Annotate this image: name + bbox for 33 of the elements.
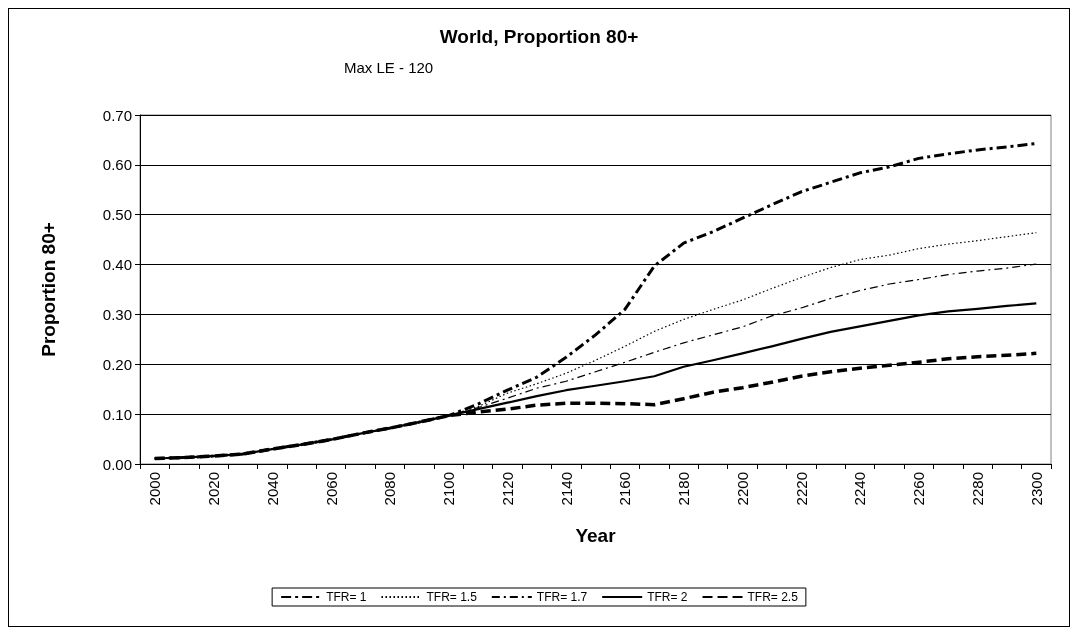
x-tick-label: 2140 (557, 472, 575, 506)
x-tick-label: 2180 (675, 472, 693, 506)
legend-label: TFR= 1.5 (426, 590, 478, 604)
y-tick-label: 0.50 (102, 206, 132, 224)
legend-label: TFR= 2.5 (747, 590, 799, 604)
y-tick-label: 0.10 (102, 405, 132, 423)
x-tick-label: 2240 (851, 472, 869, 506)
x-tick-label: 2300 (1027, 472, 1045, 506)
x-tick-label: 2120 (498, 472, 516, 506)
y-tick-label: 0.30 (102, 305, 132, 323)
x-tick-label: 2040 (263, 472, 281, 506)
x-tick-label: 2020 (204, 472, 222, 506)
y-tick-label: 0.00 (102, 455, 132, 473)
x-axis-title: Year (575, 525, 617, 546)
x-tick-label: 2160 (616, 472, 634, 506)
legend-label: TFR= 1.7 (536, 590, 588, 604)
x-tick-label: 2060 (322, 472, 340, 506)
x-tick-label: 2000 (146, 472, 164, 506)
y-tick-label: 0.40 (102, 256, 132, 274)
legend-label: TFR= 1 (326, 590, 367, 604)
x-tick-label: 2280 (969, 472, 987, 506)
x-tick-label: 2260 (910, 472, 928, 506)
y-tick-label: 0.20 (102, 355, 132, 373)
chart-title: World, Proportion 80+ (439, 26, 639, 47)
y-tick-label: 0.60 (102, 156, 132, 174)
legend-label: TFR= 2 (647, 590, 688, 604)
y-axis-title: Proportion 80+ (38, 222, 59, 357)
y-tick-label: 0.70 (102, 106, 132, 124)
x-tick-label: 2200 (733, 472, 751, 506)
x-tick-label: 2220 (792, 472, 810, 506)
chart-subtitle: Max LE - 120 (344, 59, 434, 76)
x-tick-label: 2100 (440, 472, 458, 506)
x-tick-label: 2080 (381, 472, 399, 506)
